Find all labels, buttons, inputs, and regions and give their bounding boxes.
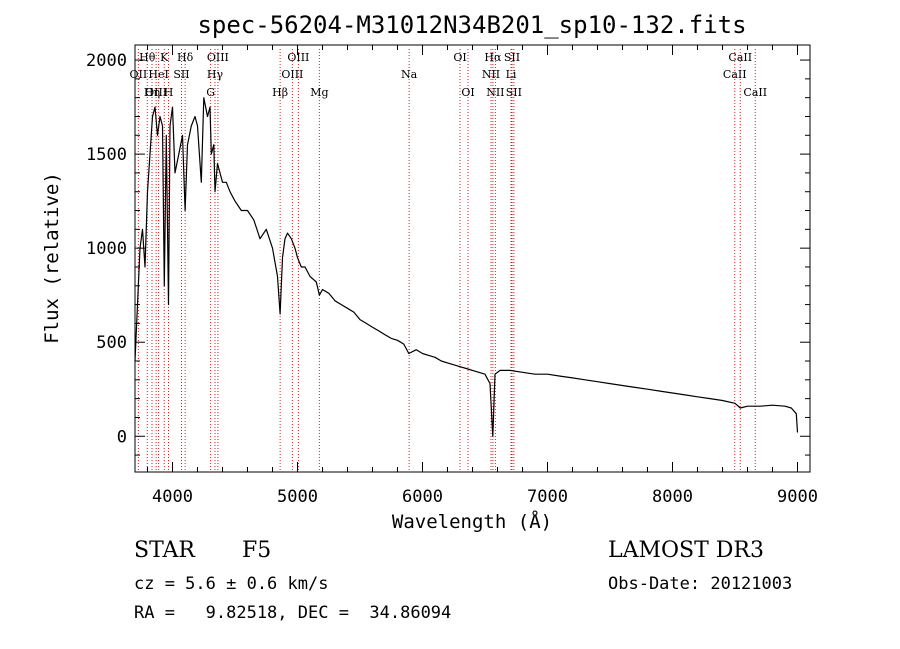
- object-subclass: F5: [242, 538, 272, 563]
- line-label: Hα: [484, 51, 502, 64]
- plot-frame: [134, 44, 811, 473]
- obs-date: Obs-Date: 20121003: [608, 574, 793, 594]
- line-label: CaII: [743, 86, 767, 99]
- line-label: OII: [130, 68, 148, 81]
- line-label: HeI: [148, 68, 168, 81]
- line-label: OIII: [207, 51, 229, 64]
- line-label: SII: [504, 51, 520, 64]
- line-label: OIII: [281, 68, 303, 81]
- x-tick-label: 6000: [402, 487, 443, 507]
- line-label: OI: [453, 51, 466, 64]
- line-label: Li: [506, 68, 517, 81]
- line-label: Na: [401, 68, 418, 81]
- line-label: SII: [173, 68, 189, 81]
- line-markers: [137, 49, 756, 470]
- axis-ticks: 4000 5000 6000 7000 8000 9000 0 500 1000 1500 2000: [86, 45, 818, 507]
- line-label: NII: [486, 86, 504, 99]
- line-label: G: [206, 86, 215, 99]
- line-label: Hδ: [177, 51, 194, 64]
- spectrum-series: [134, 97, 799, 437]
- survey-name: LAMOST DR3: [608, 538, 764, 563]
- y-tick-label: 1000: [86, 239, 127, 259]
- y-tick-label: 1500: [86, 145, 127, 165]
- y-axis-label: Flux (relative): [41, 172, 63, 344]
- x-tick-label: 4000: [152, 487, 193, 507]
- line-label: CaII: [723, 68, 747, 81]
- x-tick-label: 7000: [527, 487, 568, 507]
- line-label: K: [160, 51, 169, 64]
- y-tick-label: 500: [96, 333, 127, 353]
- y-tick-label: 0: [117, 427, 127, 447]
- line-label: CaII: [728, 51, 752, 64]
- line-label: SII: [506, 86, 522, 99]
- redshift-text: cz = 5.6 ± 0.6 km/s: [134, 574, 329, 594]
- line-label: OIII: [145, 86, 167, 99]
- line-label: Hθ: [139, 51, 156, 64]
- line-label: Hη: [144, 86, 160, 99]
- object-class: STAR: [134, 538, 195, 563]
- coordinates-text: RA = 9.82518, DEC = 34.86094: [134, 603, 452, 623]
- line-label: Hγ: [207, 68, 224, 81]
- x-tick-label: 9000: [777, 487, 818, 507]
- x-tick-label: 5000: [277, 487, 318, 507]
- spectrum-line: [134, 97, 799, 437]
- line-label: Hβ: [272, 86, 288, 99]
- x-axis-label: Wavelength (Å): [392, 510, 552, 533]
- line-label: OI: [461, 86, 474, 99]
- y-tick-label: 2000: [86, 51, 127, 71]
- line-label: OIII: [287, 51, 309, 64]
- line-label: NII: [482, 68, 500, 81]
- line-label: H: [164, 86, 174, 99]
- chart-title: spec-56204-M31012N34B201_sp10-132.fits: [197, 11, 746, 39]
- x-tick-label: 8000: [652, 487, 693, 507]
- line-label: Mg: [310, 86, 328, 99]
